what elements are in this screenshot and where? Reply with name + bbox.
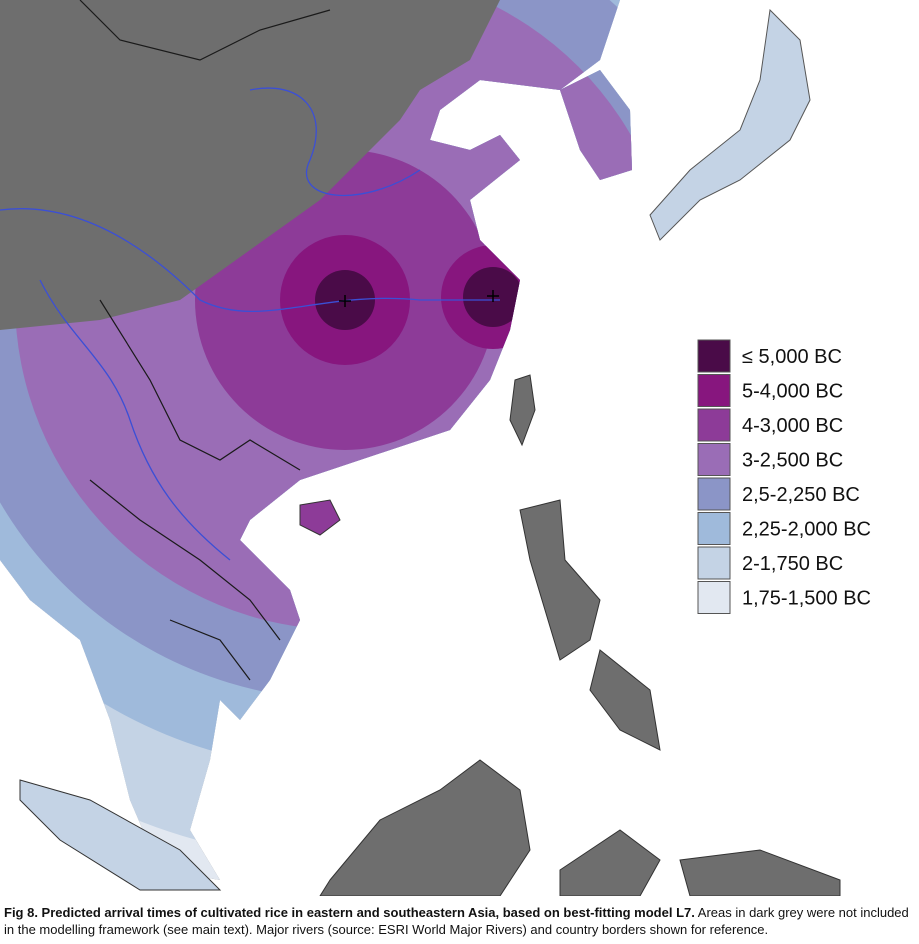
legend-swatch xyxy=(697,443,731,476)
caption-text: Areas in dark grey were not included in … xyxy=(4,905,909,937)
legend-label: 5-4,000 BC xyxy=(742,381,843,403)
legend-label: 2-1,750 BC xyxy=(742,553,843,575)
legend-label: 2,5-2,250 BC xyxy=(742,484,860,506)
legend-swatch xyxy=(697,546,731,580)
islands xyxy=(19,8,841,897)
legend-swatch xyxy=(697,339,731,373)
legend-label: 4-3,000 BC xyxy=(742,415,843,437)
legend-swatch xyxy=(697,581,731,614)
legend-label: 3-2,500 BC xyxy=(742,450,843,472)
caption: Fig 8. Predicted arrival times of cultiv… xyxy=(4,904,916,938)
legend-swatch xyxy=(697,512,731,545)
map: ≤ 5,000 BC 5-4,000 BC 4-3,000 BC 3-2,500 BC… xyxy=(0,0,906,897)
caption-title: Fig 8. Predicted arrival times of cultiv… xyxy=(4,905,695,920)
legend-swatch xyxy=(697,477,731,511)
borders xyxy=(79,0,331,681)
legend-swatch xyxy=(697,408,731,442)
legend-label: 2,25-2,000 BC xyxy=(742,519,871,541)
legend: ≤ 5,000 BC 5-4,000 BC 4-3,000 BC 3-2,500 BC… xyxy=(686,330,906,620)
legend-swatch xyxy=(697,374,731,407)
legend-label: ≤ 5,000 BC xyxy=(742,346,842,368)
excluded-land xyxy=(0,0,500,330)
origin-markers xyxy=(339,290,499,307)
legend-label: 1,75-1,500 BC xyxy=(742,588,871,610)
